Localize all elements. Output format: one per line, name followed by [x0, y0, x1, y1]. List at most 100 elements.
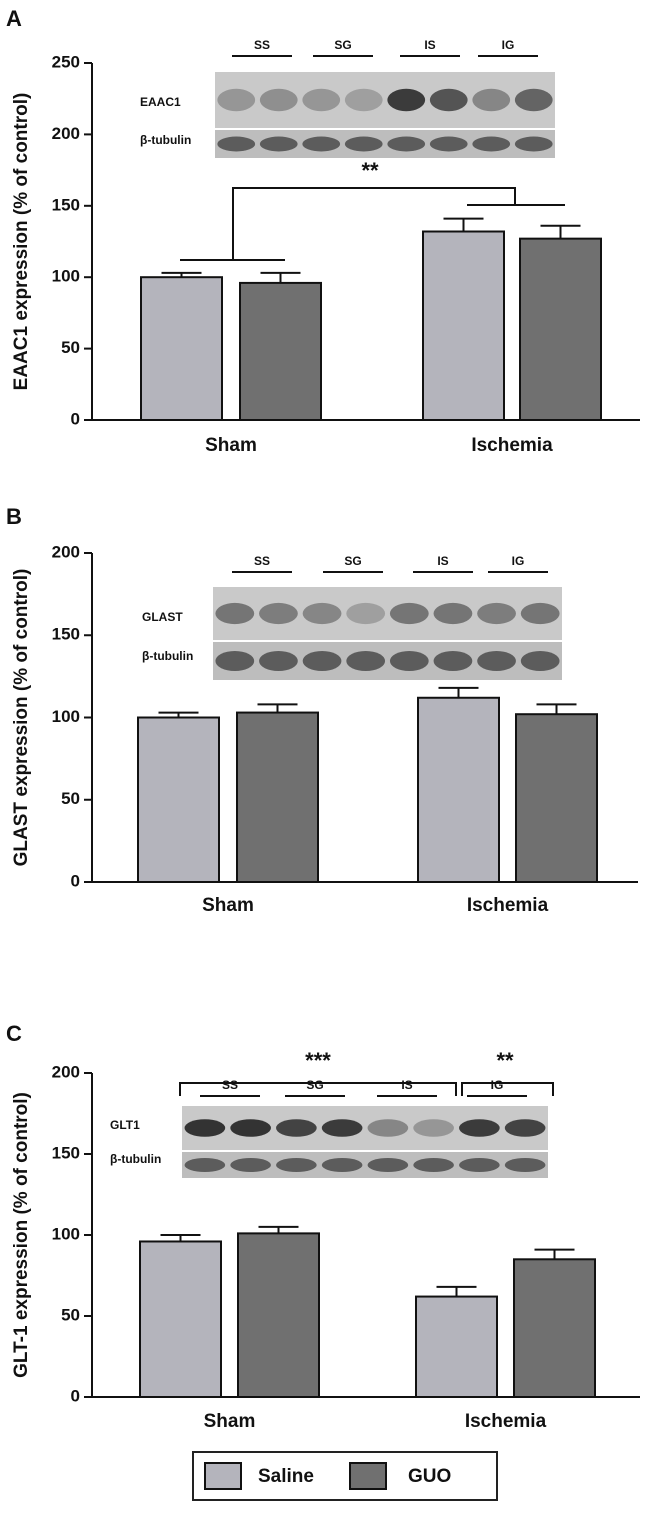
significance-label: *** [305, 1048, 331, 1073]
y-tick-label: 0 [71, 409, 80, 428]
y-tick-label: 200 [52, 124, 80, 143]
lane-label: SS [254, 554, 270, 568]
y-tick-label: 150 [52, 1143, 80, 1162]
blot-band [459, 1158, 500, 1172]
bar [519, 237, 602, 421]
blot-band [321, 1119, 363, 1137]
blot-band [520, 602, 560, 625]
panel-letter: B [6, 504, 22, 529]
blot-band [346, 602, 386, 625]
bar [417, 696, 500, 884]
y-axis-label: EAAC1 expression (% of control) [11, 93, 32, 391]
lane-label: SG [306, 1078, 323, 1092]
legend-label: Saline [258, 1466, 314, 1487]
y-axis-label: GLAST expression (% of control) [11, 569, 32, 867]
y-tick-label: 50 [61, 1305, 80, 1324]
significance-bracket [179, 1082, 457, 1096]
blot-row-label: β-tubulin [142, 649, 193, 663]
blot-band [514, 88, 553, 112]
blot-row-label: EAAC1 [140, 95, 181, 109]
bar [422, 230, 505, 421]
lane-label: IG [512, 554, 525, 568]
bar [415, 1295, 498, 1399]
bar [137, 716, 220, 883]
blot-band [389, 602, 429, 625]
y-tick-label: 150 [52, 625, 80, 644]
blot-row-label: GLT1 [110, 1118, 140, 1132]
blot-band [413, 1119, 454, 1137]
legend-label: GUO [408, 1466, 451, 1487]
bar [239, 281, 322, 421]
blot-band [302, 136, 341, 152]
blot-band [413, 1158, 454, 1172]
blot-band [472, 136, 511, 152]
blot-band [259, 136, 298, 152]
blot-band [302, 602, 342, 625]
y-tick-label: 50 [61, 789, 80, 808]
blot-band [520, 651, 560, 671]
legend-swatch [349, 1462, 387, 1490]
blot-band [259, 88, 298, 112]
blot-band [230, 1158, 271, 1172]
blot-band [344, 136, 383, 152]
lane-label: SS [254, 38, 270, 52]
blot-top [215, 72, 555, 128]
x-tick-label: Sham [205, 435, 257, 456]
y-axis-label: GLT-1 expression (% of control) [11, 1092, 32, 1378]
y-tick-label: 200 [52, 542, 80, 561]
y-tick-label: 100 [52, 707, 80, 726]
blot-band [344, 88, 383, 112]
blot-band [477, 602, 516, 625]
legend-swatch [204, 1462, 242, 1490]
lane-label: IS [437, 554, 448, 568]
y-tick-label: 50 [61, 338, 80, 357]
blot-band [215, 602, 255, 625]
y-tick-label: 250 [52, 52, 80, 71]
blot-band [504, 1119, 546, 1137]
y-tick-label: 200 [52, 1062, 80, 1081]
blot-band [217, 136, 256, 152]
blot-band [230, 1119, 271, 1137]
blot-row-label: β-tubulin [140, 133, 191, 147]
bar [513, 1258, 596, 1399]
legend-box [192, 1451, 498, 1501]
blot-band [215, 651, 255, 671]
lane-label: SG [334, 38, 351, 52]
lane-label: SG [344, 554, 361, 568]
blot-top [213, 587, 562, 640]
blot-band [321, 1158, 363, 1172]
blot-band [429, 136, 468, 152]
blot-row-label: β-tubulin [110, 1152, 161, 1166]
x-tick-label: Ischemia [467, 895, 549, 916]
lane-label: IG [491, 1078, 504, 1092]
blot-band [367, 1158, 409, 1172]
panel-letter: C [6, 1021, 22, 1046]
panel-letter: A [6, 6, 22, 31]
blot-band [389, 651, 429, 671]
blot-band [184, 1158, 226, 1172]
lane-label: SS [222, 1078, 238, 1092]
blot-band [259, 651, 298, 671]
blot-band [184, 1119, 226, 1137]
bar [139, 1240, 222, 1398]
significance-bracket [461, 1082, 554, 1096]
x-tick-label: Ischemia [471, 435, 553, 456]
lane-label: IG [502, 38, 515, 52]
y-tick-label: 150 [52, 195, 80, 214]
x-tick-label: Sham [204, 1411, 256, 1432]
y-tick-label: 0 [71, 1386, 80, 1405]
bar [237, 1232, 320, 1398]
blot-band [472, 88, 511, 112]
blot-band [259, 602, 298, 625]
blot-band [217, 88, 256, 112]
x-tick-label: Ischemia [465, 1411, 547, 1432]
blot-band [429, 88, 468, 112]
lane-label: IS [401, 1078, 412, 1092]
blot-band [387, 136, 426, 152]
blot-band [302, 88, 341, 112]
blot-band [346, 651, 386, 671]
bar [515, 713, 598, 884]
blot-band [276, 1119, 317, 1137]
bar [140, 276, 223, 422]
